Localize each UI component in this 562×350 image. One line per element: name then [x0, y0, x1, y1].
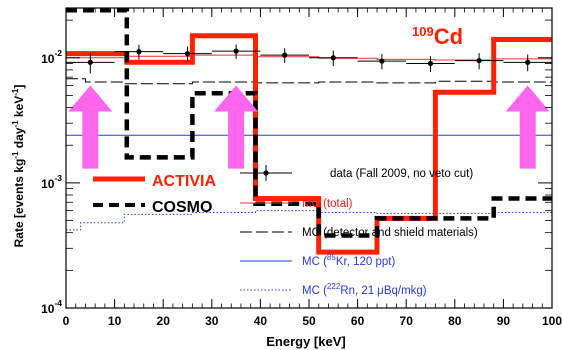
arrow-marker: [505, 85, 550, 169]
x-tick-label: 30: [205, 314, 219, 328]
x-tick-label: 60: [351, 314, 365, 328]
y-tick-label-exp: -4: [54, 298, 62, 308]
legend-label-mc-kr-post: Kr, 120 ppt): [336, 256, 396, 268]
data-point-marker: [476, 57, 482, 64]
data-point: [260, 48, 309, 63]
data-point: [66, 53, 115, 74]
arrow-marker: [214, 85, 259, 169]
data-point-marker: [87, 59, 93, 65]
series-cosmo: [66, 7, 552, 238]
data-point: [309, 50, 358, 66]
x-tick-label: 50: [302, 314, 316, 328]
arrow-marker: [68, 85, 113, 169]
data-points-layer: [66, 44, 552, 181]
y-axis-label-sup: -1: [11, 151, 20, 159]
legend-label-mc-kr-sup: 85: [327, 253, 336, 262]
annotation-cd109-text: Cd: [434, 24, 463, 49]
arrows-layer: [68, 85, 550, 169]
legend-label-activia: ACTIVIA: [152, 173, 216, 190]
y-axis-label-part: day: [12, 127, 26, 151]
y-axis-label-sup: -1: [11, 88, 20, 96]
y-axis-label-sup: -1: [11, 120, 20, 128]
y-tick-label-base: 10: [41, 177, 55, 191]
data-point: [211, 44, 261, 59]
legend-label-mc-total: MC (total): [302, 198, 353, 210]
annotation-cd109: 109Cd: [412, 24, 463, 49]
legend-label-data: data (Fall 2009, no veto cut): [330, 168, 473, 180]
legend-label-mc-materials: MC (detector and shield materials): [302, 227, 478, 239]
legend-label-mc-kr: MC (85Kr, 120 ppt): [302, 253, 395, 268]
data-point-marker: [427, 60, 434, 67]
y-tick-label: 10-3: [41, 173, 62, 191]
data-point: [114, 44, 164, 60]
data-point: [503, 54, 552, 72]
y-tick-label: 10-2: [41, 48, 62, 66]
legend-label-mc-rn-post: Rn, 21: [340, 285, 374, 297]
annotation-cd109-sup: 109: [412, 24, 434, 39]
x-tick-label: 0: [63, 314, 70, 328]
data-point-marker: [282, 52, 288, 58]
y-tick-label-exp: -3: [54, 173, 62, 183]
y-tick-label: 10-4: [41, 298, 62, 316]
data-point-marker: [233, 48, 239, 54]
legend-label-mc-rn-sup: 222: [327, 282, 341, 291]
x-tick-label: 40: [254, 314, 268, 328]
legend: data (Fall 2009, no veto cut) ACTIVIA CO…: [93, 168, 478, 297]
y-axis-label-part: Rate [events kg: [12, 159, 26, 248]
x-tick-label: 100: [542, 314, 562, 328]
y-axis-label: Rate [events kg-1 day-1 keV-1]: [11, 85, 26, 248]
data-point-marker: [136, 49, 142, 55]
data-point: [163, 46, 212, 62]
data-point: [454, 53, 504, 70]
legend-label-mc-kr-pre: MC (: [302, 256, 327, 268]
y-tick-label-base: 10: [41, 302, 55, 316]
y-tick-label-exp: -2: [54, 48, 62, 58]
data-point: [357, 54, 407, 70]
legend-label-mc-rn-pre: MC (: [302, 285, 327, 297]
x-tick-label: 90: [497, 314, 511, 328]
x-tick-label: 80: [448, 314, 462, 328]
y-axis-label-part: keV: [12, 96, 26, 121]
data-point-marker: [330, 55, 336, 61]
x-tick-label: 70: [400, 314, 414, 328]
data-point-marker: [184, 51, 191, 57]
legend-label-mc-rn-mu: μ: [377, 285, 384, 297]
x-tick-label: 10: [108, 314, 122, 328]
mc-line-mc-detector-and-shield-materials: [66, 78, 552, 85]
data-point-marker: [379, 58, 385, 64]
x-axis-label: Energy [keV]: [266, 334, 345, 349]
x-tick-label: 20: [157, 314, 171, 328]
legend-label-mc-rn-tail: Bq/mkg): [384, 285, 427, 297]
series-layer: [66, 7, 552, 255]
data-point-marker: [525, 59, 531, 65]
y-tick-label-base: 10: [41, 52, 55, 66]
legend-swatch-data: [240, 165, 292, 181]
legend-label-mc-rn: MC (222Rn, 21 μBq/mkg): [302, 282, 427, 297]
y-axis-label-part: ]: [12, 85, 26, 89]
data-point: [406, 56, 455, 72]
legend-label-cosmo: COSMO: [152, 199, 212, 216]
legend-swatch-data-marker: [263, 170, 269, 176]
